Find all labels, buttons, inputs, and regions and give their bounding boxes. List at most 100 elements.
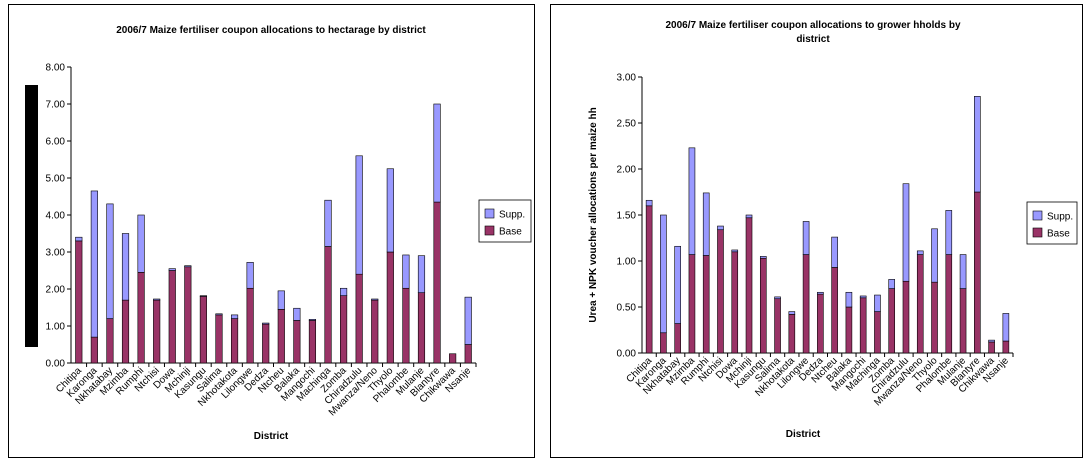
black-bar-artifact [25,85,38,347]
bar-segment-base [90,336,98,364]
bar-segment-supp [1002,313,1010,342]
y-tick-label: 1.00 [46,322,66,333]
y-tick-label: 0.50 [617,303,637,314]
legend-swatch [1032,227,1043,238]
bar-segment-base [417,292,426,364]
bar-segment-base [731,251,739,354]
bar-segment-supp [674,245,681,324]
bar-segment-supp [340,287,348,296]
households-chart: 2006/7 Maize fertiliser coupon allocatio… [588,20,1078,440]
bar-segment-supp [660,214,667,334]
bar-segment-supp [945,210,953,255]
bar-segment-supp [355,155,363,275]
bar-segment-base [464,344,472,364]
bar-segment-base [916,254,924,354]
chart-title: 2006/7 Maize fertiliser coupon allocatio… [116,25,426,36]
bar-segment-base [988,341,995,354]
bar-segment-supp [959,254,967,289]
bar-segment-supp [988,339,995,343]
y-tick-label: 0.00 [617,349,637,360]
bar-segment-supp [916,250,924,255]
y-tick-label: 8.00 [46,63,66,74]
bar-segment-supp [645,199,653,207]
bar-segment-supp [262,322,270,325]
legend-swatch [484,208,495,219]
bar-segment-supp [831,236,838,268]
legend-label: Base [499,227,522,238]
y-tick-label: 5.00 [46,174,66,185]
y-tick-label: 3.00 [46,248,66,259]
chart-title: district [796,34,830,45]
y-tick-label: 2.00 [46,285,66,296]
bar-segment-supp [774,296,781,300]
bar-segment-base [845,306,853,354]
bar-segment-base [788,314,796,354]
bar-segment-supp [464,296,472,345]
bar-segment-base [645,205,653,354]
bar-segment-supp [371,298,379,301]
bar-segment-supp [75,236,83,242]
bar-segment-base [184,266,192,364]
y-tick-label: 4.00 [46,211,66,222]
bar-segment-supp [184,265,192,268]
bar-segment-supp [153,298,161,301]
bar-segment-supp [874,294,881,312]
bar-segment-supp [121,233,130,301]
bar-segment-supp [168,268,176,271]
bar-segment-supp [817,291,824,295]
bar-segment-base [945,254,953,354]
bar-segment-base [340,295,348,364]
y-tick-label: 1.00 [617,257,637,268]
bar-segment-supp [859,295,867,299]
bar-segment-supp [802,221,810,255]
bar-segment-base [888,288,896,354]
bar-segment-base [702,255,710,354]
bar-segment-base [355,273,363,364]
y-axis-title: Urea + NPK voucher allocations per maize… [588,107,599,322]
bar-segment-supp [308,319,317,321]
bar-segment-supp [402,254,410,289]
bar-segment-base [859,297,867,354]
bar-segment-base [674,323,681,354]
bar-segment-supp [324,199,332,247]
bar-segment-base [168,270,176,364]
legend-label: Base [1047,229,1070,240]
bar-segment-base [230,318,239,364]
x-axis-title: District [786,429,821,440]
bar-segment-supp [137,214,145,273]
legend-swatch [1032,210,1043,221]
hectarage-chart: 2006/7 Maize fertiliser coupon allocatio… [46,25,532,442]
bar-segment-supp [215,313,223,316]
bar-segment-base [931,281,938,354]
bar-segment-base [1002,340,1010,354]
y-tick-label: 6.00 [46,137,66,148]
y-tick-label: 2.00 [617,165,637,176]
bar-segment-base [106,318,114,364]
bar-segment-base [215,314,223,364]
bar-segment-supp [688,147,696,255]
bar-segment-base [974,191,981,354]
x-axis-title: District [254,431,289,442]
right-chart-panel: 2006/7 Maize fertiliser coupon allocatio… [550,4,1083,458]
bar-segment-base [433,201,441,364]
y-tick-label: 1.50 [617,211,637,222]
bar-segment-supp [386,168,394,253]
bar-segment-base [959,288,967,354]
bar-segment-supp [974,96,981,193]
bar-segment-base [262,323,270,364]
bar-segment-supp [788,311,796,315]
bar-segment-base [774,298,781,354]
bar-segment-supp [417,255,426,293]
bar-segment-supp [931,228,938,283]
bar-segment-base [402,287,410,364]
bar-segment-supp [246,262,254,289]
bar-segment-base [660,332,667,354]
bar-segment-base [199,296,207,364]
bar-segment-base [121,299,130,364]
bar-segment-supp [902,183,910,282]
bar-segment-base [246,287,254,364]
bar-segment-base [802,254,810,354]
bar-segment-base [817,293,824,354]
bar-segment-base [449,353,457,364]
bar-segment-base [688,254,696,354]
